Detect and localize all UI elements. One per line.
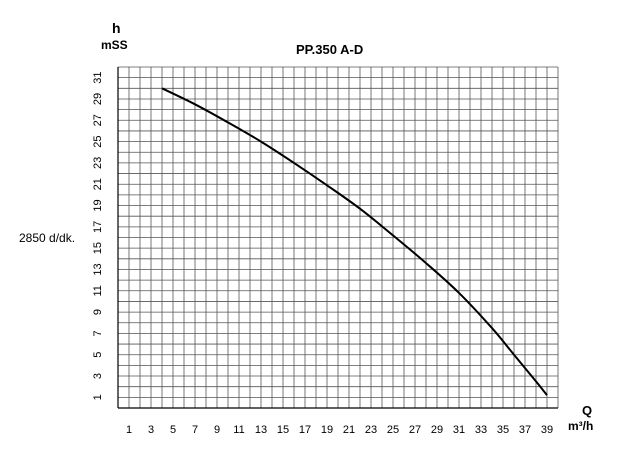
x-axis-unit: m³/h (568, 419, 594, 433)
y-tick-label: 13 (92, 263, 104, 275)
y-tick-label: 9 (92, 309, 104, 315)
y-tick-label: 19 (92, 199, 104, 211)
y-axis-label: h (112, 20, 121, 36)
y-tick-label: 5 (92, 352, 104, 358)
x-tick-label: 33 (475, 424, 487, 436)
x-tick-label: 21 (343, 424, 355, 436)
y-tick-label: 1 (92, 394, 104, 400)
y-tick-label: 31 (92, 72, 104, 84)
x-tick-labels: 1 3 5 7 9 11 13 15 17 19 21 23 25 27 29 31 33 35 37 39 (126, 424, 553, 436)
y-tick-label: 23 (92, 157, 104, 169)
chart-series (161, 87, 548, 396)
x-axis-label: Q (582, 403, 593, 418)
x-tick-label: 27 (409, 424, 421, 436)
x-tick-label: 39 (541, 424, 553, 436)
x-tick-label: 23 (365, 424, 377, 436)
y-tick-label: 15 (92, 242, 104, 254)
y-tick-label: 7 (92, 330, 104, 336)
y-tick-label: 3 (92, 373, 104, 379)
x-tick-label: 31 (453, 424, 465, 436)
x-tick-label: 29 (431, 424, 443, 436)
chart-title: PP.350 A-D (296, 42, 364, 57)
x-tick-label: 25 (387, 424, 399, 436)
x-tick-label: 3 (148, 424, 154, 436)
x-tick-label: 7 (192, 424, 198, 436)
x-tick-label: 9 (214, 424, 220, 436)
y-tick-label: 11 (92, 285, 104, 296)
chart-grid (117, 66, 559, 409)
pump-curve-line (161, 87, 548, 396)
y-axis-unit: mSS (101, 38, 128, 52)
x-tick-label: 15 (277, 424, 289, 436)
x-tick-label: 5 (170, 424, 176, 436)
x-tick-label: 13 (255, 424, 267, 436)
y-tick-label: 29 (92, 93, 104, 105)
speed-note: 2850 d/dk. (19, 231, 76, 245)
y-tick-label: 25 (92, 135, 104, 147)
x-tick-label: 35 (497, 424, 509, 436)
x-tick-label: 17 (299, 424, 311, 436)
chart-axes (117, 67, 558, 409)
x-tick-label: 19 (321, 424, 333, 436)
y-tick-label: 17 (92, 221, 104, 233)
y-tick-label: 21 (92, 178, 104, 190)
x-tick-label: 37 (519, 424, 531, 436)
x-tick-label: 11 (233, 424, 244, 436)
y-tick-label: 27 (92, 114, 104, 126)
x-tick-label: 1 (126, 424, 132, 436)
